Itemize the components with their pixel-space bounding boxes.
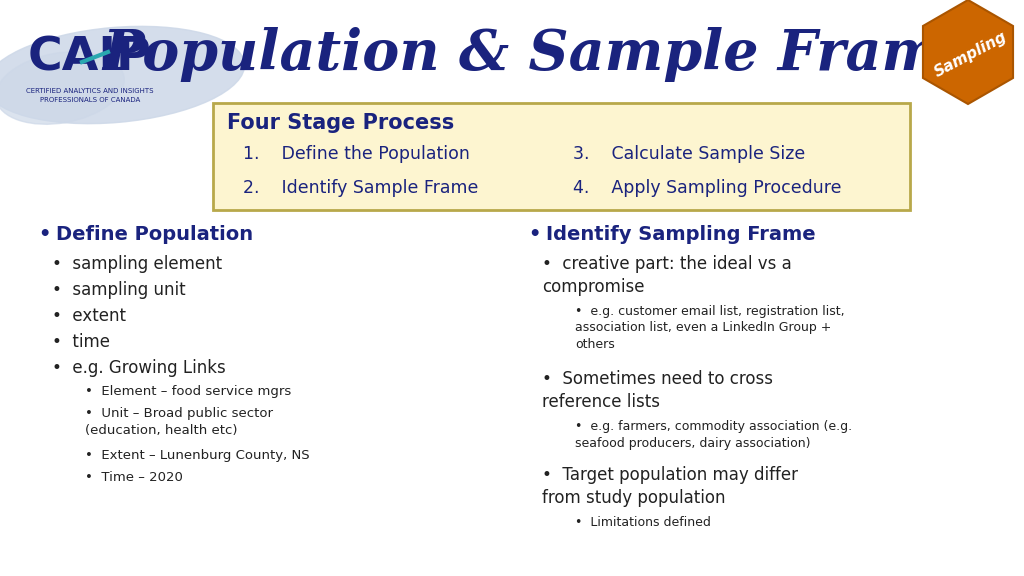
- FancyBboxPatch shape: [213, 103, 910, 210]
- Text: CERTIFIED ANALYTICS AND INSIGHTS
PROFESSIONALS OF CANADA: CERTIFIED ANALYTICS AND INSIGHTS PROFESS…: [27, 88, 154, 103]
- Text: •  sampling element: • sampling element: [52, 255, 222, 273]
- Text: 1.    Define the Population: 1. Define the Population: [243, 145, 470, 163]
- Text: •  Unit – Broad public sector
(education, health etc): • Unit – Broad public sector (education,…: [85, 407, 273, 437]
- Text: •  Limitations defined: • Limitations defined: [575, 516, 711, 529]
- Text: •  Target population may differ
from study population: • Target population may differ from stud…: [542, 466, 798, 507]
- Text: •  Extent – Lunenburg County, NS: • Extent – Lunenburg County, NS: [85, 449, 309, 462]
- Text: •  extent: • extent: [52, 307, 126, 325]
- Text: CAIP: CAIP: [28, 36, 152, 81]
- Text: •: •: [38, 225, 50, 244]
- Text: •  Element – food service mgrs: • Element – food service mgrs: [85, 385, 291, 398]
- Text: Population & Sample Frames: Population & Sample Frames: [102, 28, 1008, 82]
- Text: •  e.g. customer email list, registration list,
association list, even a LinkedI: • e.g. customer email list, registration…: [575, 305, 845, 351]
- Text: •  Time – 2020: • Time – 2020: [85, 471, 183, 484]
- Text: Identify Sampling Frame: Identify Sampling Frame: [546, 225, 816, 244]
- Text: •  e.g. farmers, commodity association (e.g.
seafood producers, dairy associatio: • e.g. farmers, commodity association (e…: [575, 420, 852, 449]
- Text: 2.    Identify Sample Frame: 2. Identify Sample Frame: [243, 179, 478, 197]
- Text: •  e.g. Growing Links: • e.g. Growing Links: [52, 359, 225, 377]
- Text: Four Stage Process: Four Stage Process: [227, 113, 455, 133]
- Text: •  time: • time: [52, 333, 110, 351]
- Ellipse shape: [0, 52, 124, 124]
- Text: •  Sometimes need to cross
reference lists: • Sometimes need to cross reference list…: [542, 370, 773, 411]
- Text: •  creative part: the ideal vs a
compromise: • creative part: the ideal vs a compromi…: [542, 255, 792, 296]
- Text: 4.    Apply Sampling Procedure: 4. Apply Sampling Procedure: [573, 179, 842, 197]
- Polygon shape: [923, 0, 1013, 104]
- Ellipse shape: [0, 26, 245, 124]
- Text: •  sampling unit: • sampling unit: [52, 281, 185, 299]
- Text: 3.    Calculate Sample Size: 3. Calculate Sample Size: [573, 145, 805, 163]
- Text: •: •: [528, 225, 541, 244]
- Text: Define Population: Define Population: [56, 225, 253, 244]
- Text: Sampling: Sampling: [932, 29, 1010, 81]
